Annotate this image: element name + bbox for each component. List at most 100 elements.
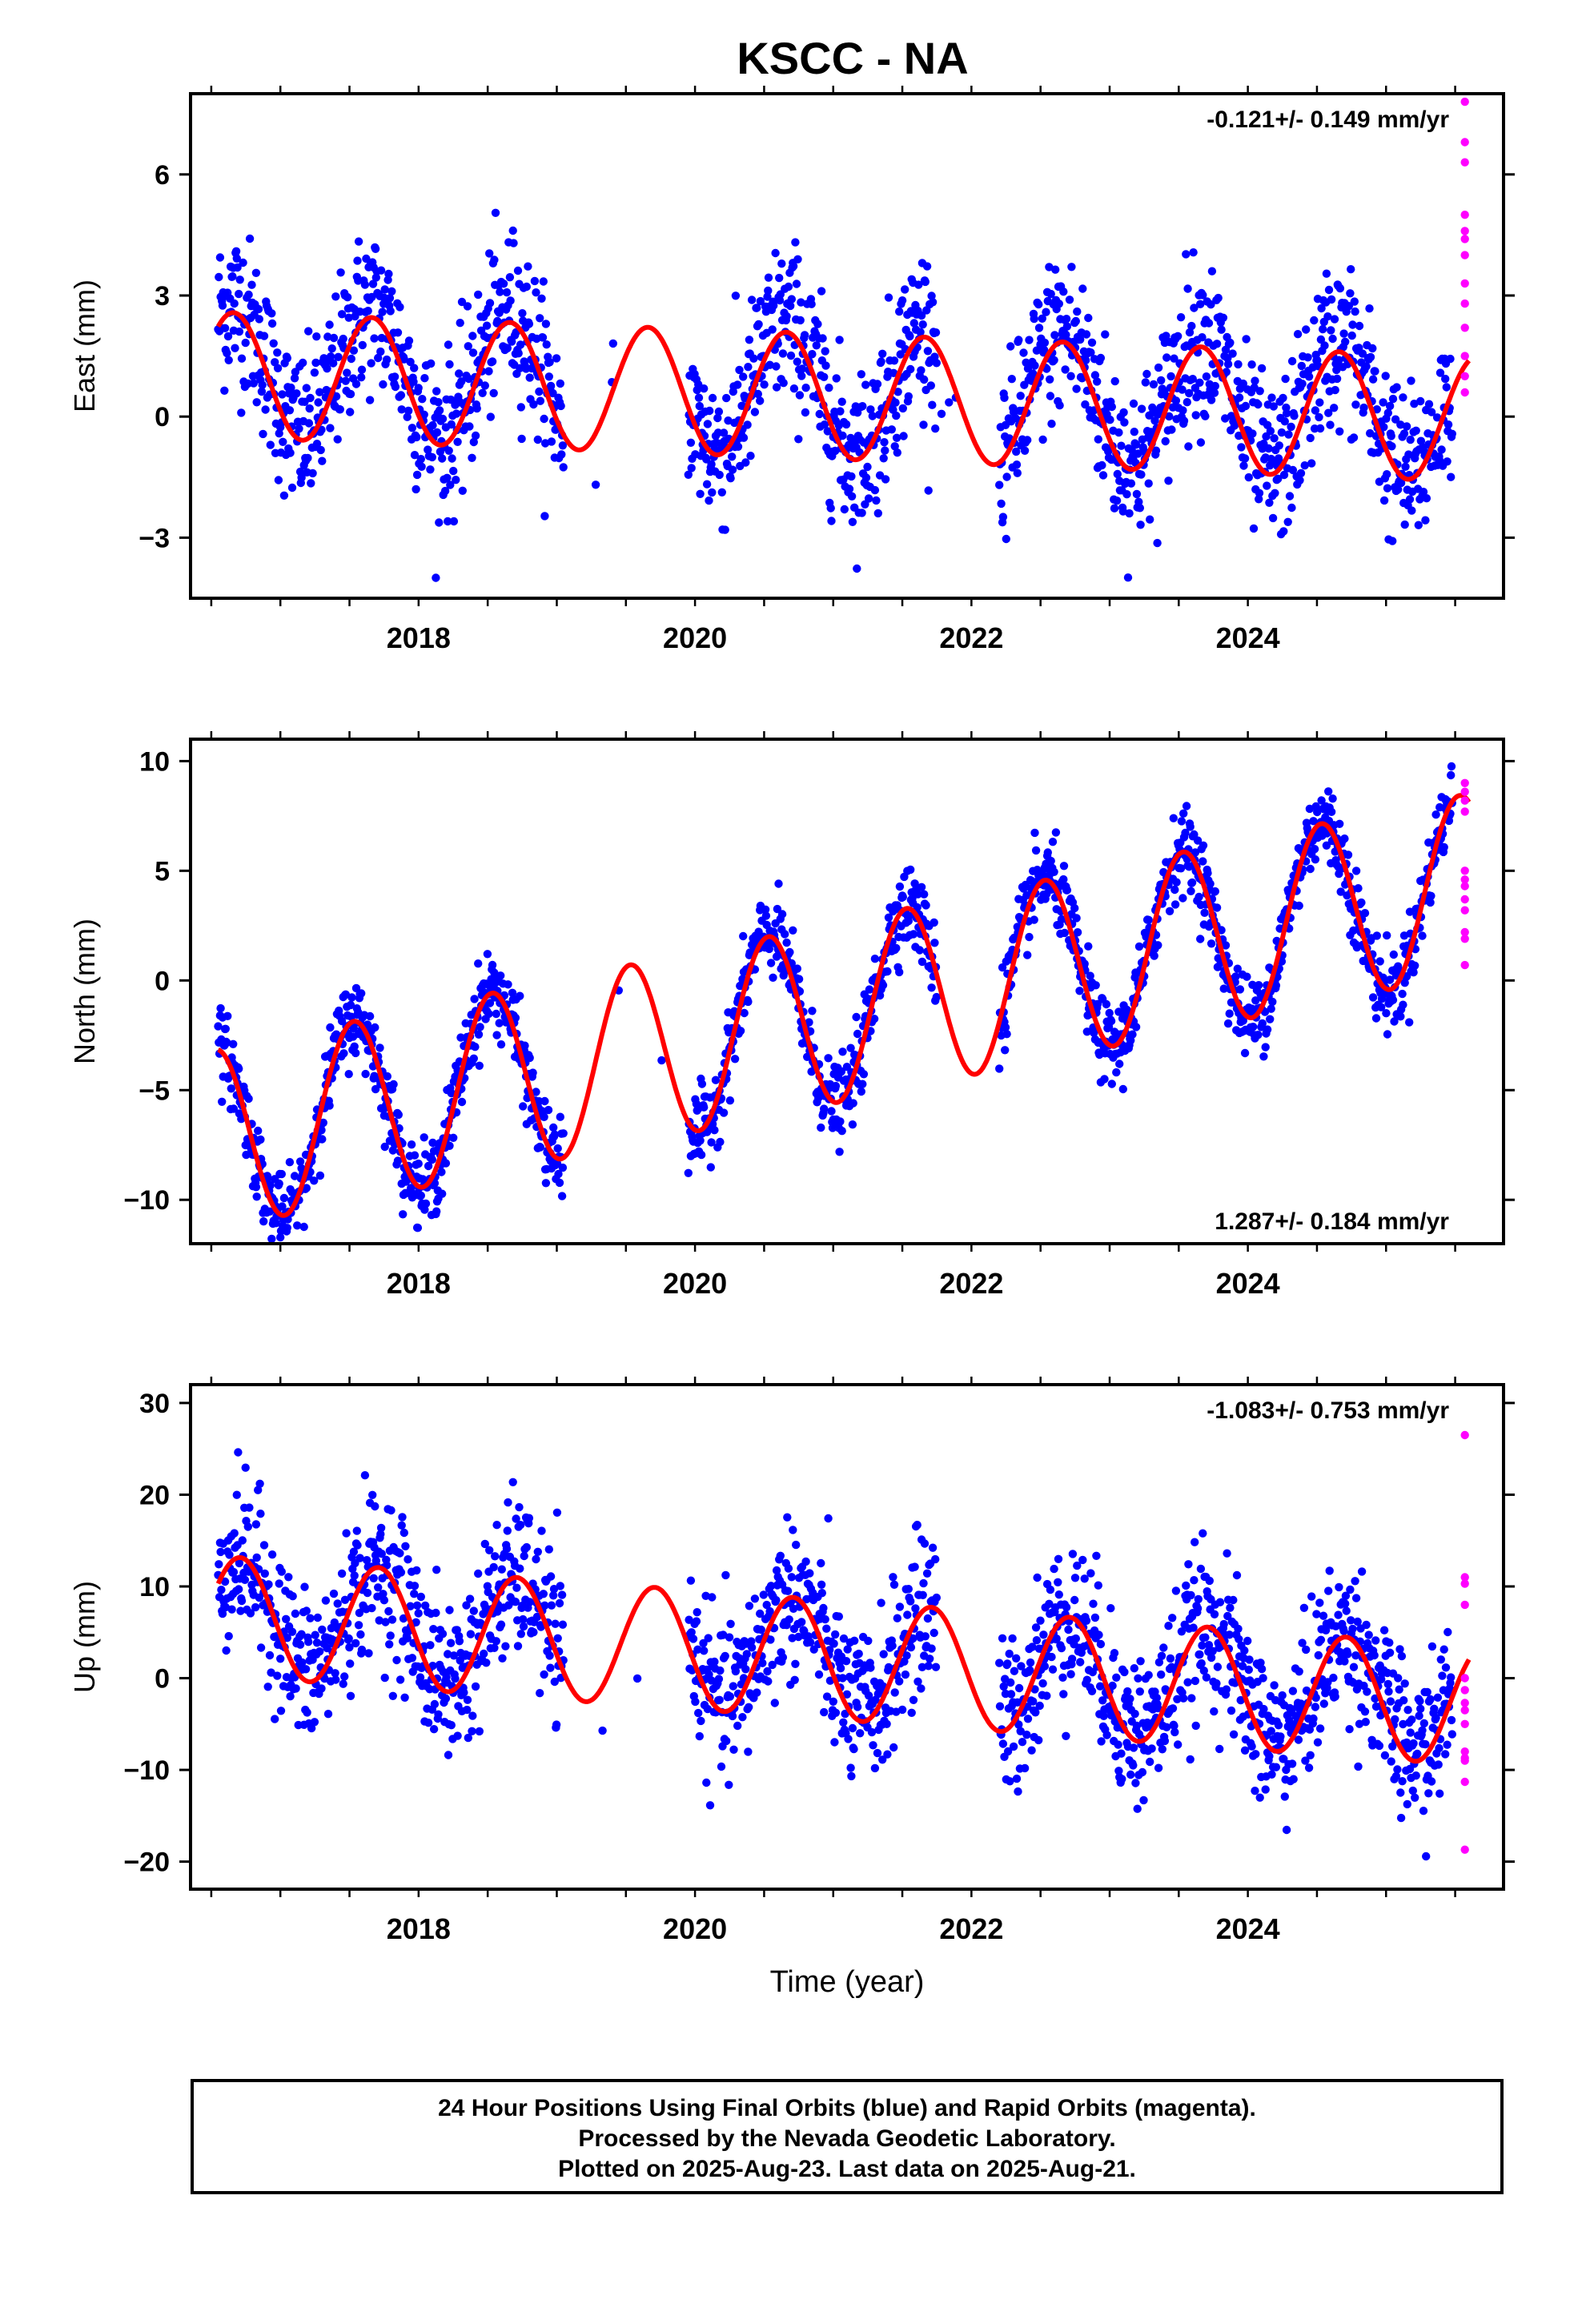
data-point	[298, 1658, 307, 1667]
data-point	[1265, 498, 1274, 507]
data-point	[412, 1618, 420, 1627]
data-point	[291, 1684, 300, 1693]
data-point	[864, 1691, 873, 1700]
data-point	[739, 372, 748, 381]
data-point	[1331, 385, 1339, 395]
data-point	[428, 1155, 436, 1164]
data-point	[374, 353, 383, 363]
data-point	[1439, 842, 1448, 852]
data-point	[927, 983, 936, 992]
data-point	[726, 474, 735, 483]
data-point	[728, 1711, 737, 1721]
data-point	[1185, 388, 1194, 398]
data-point	[745, 1703, 753, 1711]
data-point	[838, 431, 847, 440]
data-point	[381, 1618, 390, 1626]
data-point	[1279, 393, 1287, 403]
data-point	[1190, 304, 1199, 312]
data-point	[1398, 989, 1407, 999]
data-point	[361, 1069, 370, 1079]
data-point	[343, 293, 352, 302]
data-point	[797, 364, 807, 373]
data-point	[1293, 330, 1303, 339]
data-point	[516, 1630, 525, 1638]
data-point	[881, 446, 889, 455]
data-point	[892, 433, 901, 442]
data-point	[1183, 1678, 1192, 1687]
data-point	[932, 992, 942, 1002]
data-point	[1287, 1759, 1297, 1768]
data-point	[1130, 1709, 1139, 1719]
data-point	[896, 350, 905, 359]
data-point	[536, 1689, 544, 1698]
data-point	[697, 1716, 705, 1726]
data-point	[1196, 1564, 1206, 1574]
data-point	[1013, 468, 1022, 477]
data-point	[438, 414, 448, 424]
data-point	[1277, 428, 1287, 437]
data-point	[513, 1642, 523, 1651]
data-point	[708, 1593, 717, 1602]
data-point	[1184, 1560, 1193, 1569]
y-tick-label: −10	[123, 1185, 170, 1216]
data-point	[496, 1040, 506, 1049]
data-point	[1328, 794, 1337, 803]
data-point	[825, 384, 833, 392]
data-point	[745, 1602, 754, 1610]
data-point	[1162, 353, 1171, 362]
rapid-point	[1460, 279, 1469, 288]
data-point	[311, 1630, 319, 1639]
data-point	[773, 904, 782, 914]
data-point	[904, 1585, 913, 1594]
data-point	[1054, 300, 1064, 308]
data-point	[443, 473, 452, 482]
data-point	[1185, 328, 1195, 337]
data-point	[295, 424, 303, 433]
data-point	[1239, 461, 1248, 470]
plot-area	[214, 1430, 1472, 1861]
data-point	[412, 432, 421, 442]
data-point	[1324, 285, 1334, 295]
data-point	[1435, 368, 1445, 377]
data-point	[403, 412, 412, 421]
data-point	[1016, 392, 1025, 400]
data-point	[835, 336, 844, 344]
data-point	[292, 389, 301, 398]
data-point	[511, 1598, 520, 1606]
data-point	[1239, 379, 1248, 388]
data-point	[1217, 926, 1226, 935]
data-point	[1107, 402, 1117, 412]
data-point	[393, 328, 403, 337]
data-point	[861, 500, 869, 509]
rapid-point	[1460, 97, 1469, 107]
data-point	[261, 405, 270, 414]
data-point	[396, 1675, 405, 1684]
data-point	[1084, 942, 1093, 951]
data-point	[488, 357, 497, 366]
data-point	[1064, 1625, 1073, 1634]
data-point	[1051, 828, 1061, 837]
data-point	[797, 1618, 806, 1626]
data-point	[1269, 402, 1279, 411]
data-point	[1199, 841, 1208, 850]
data-point	[496, 971, 505, 980]
data-point	[883, 1750, 892, 1759]
data-point	[1157, 1670, 1166, 1679]
data-point	[503, 1526, 512, 1535]
data-point	[482, 321, 492, 330]
data-point	[1006, 1678, 1015, 1687]
data-point	[895, 967, 904, 977]
data-point	[283, 354, 291, 363]
data-point	[1123, 573, 1133, 582]
data-point	[753, 1688, 761, 1697]
data-point	[1171, 396, 1181, 405]
data-point	[1151, 446, 1161, 455]
data-point	[1200, 908, 1209, 918]
data-point	[1271, 1763, 1281, 1771]
data-point	[315, 388, 324, 396]
data-point	[357, 1645, 367, 1655]
data-point	[928, 400, 937, 409]
data-point	[1257, 364, 1267, 373]
data-point	[763, 292, 772, 301]
data-point	[1038, 435, 1047, 444]
